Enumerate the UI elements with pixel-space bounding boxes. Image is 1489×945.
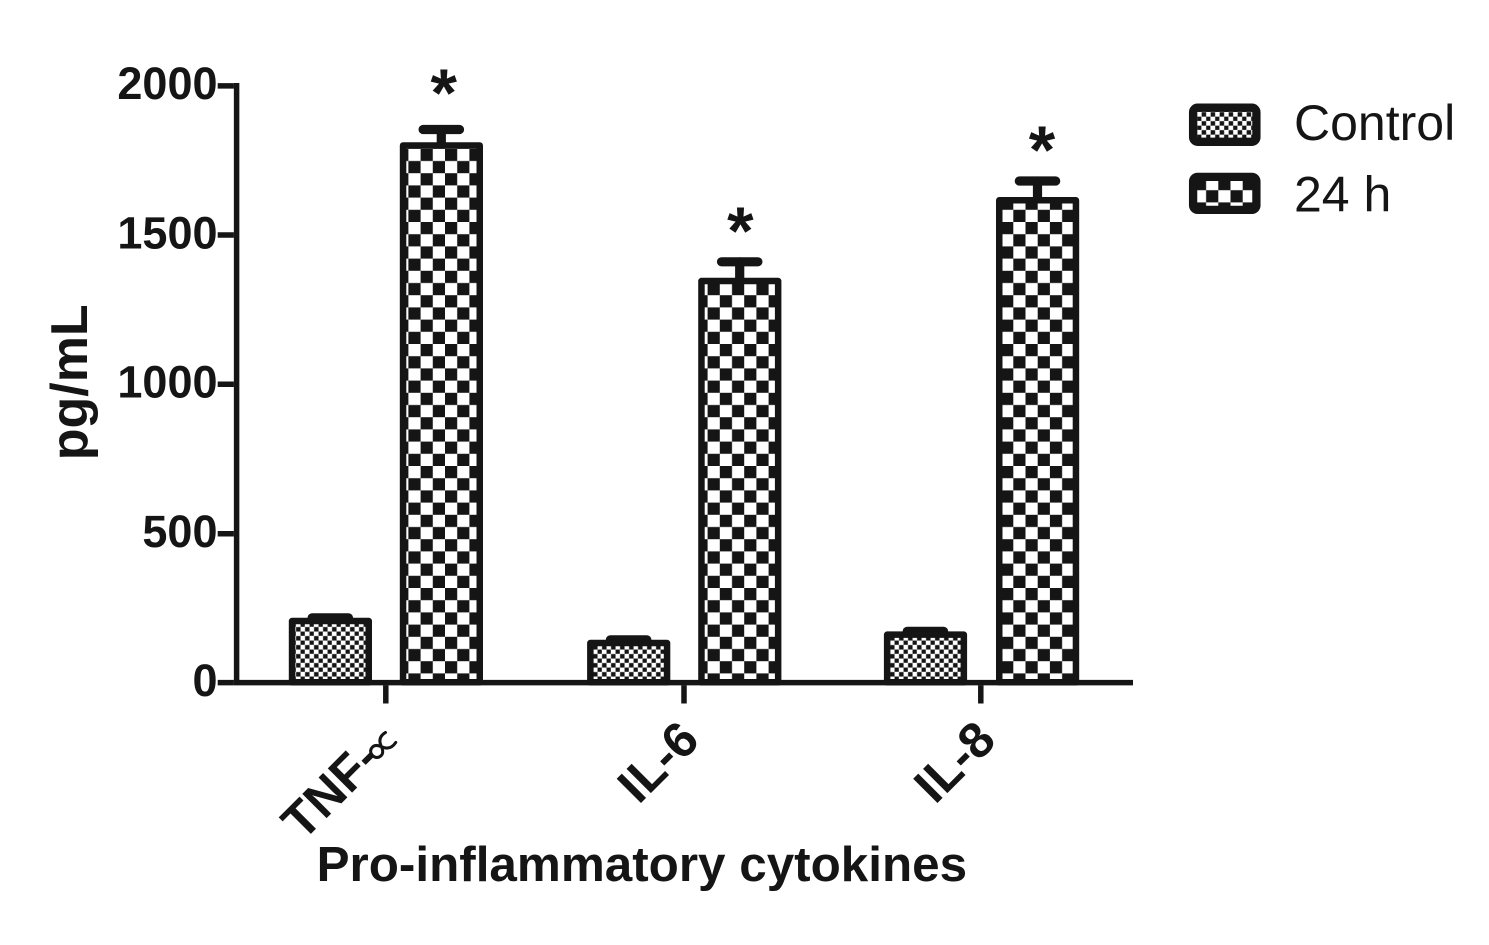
svg-text:*: * bbox=[727, 193, 754, 269]
svg-text:pg/mL: pg/mL bbox=[41, 304, 99, 460]
svg-text:1500: 1500 bbox=[117, 207, 217, 258]
svg-text:Control: Control bbox=[1294, 95, 1455, 151]
svg-text:*: * bbox=[430, 55, 457, 131]
svg-text:Pro-inflammatory cytokines: Pro-inflammatory cytokines bbox=[317, 837, 968, 892]
svg-text:*: * bbox=[1029, 112, 1056, 188]
svg-text:500: 500 bbox=[142, 506, 217, 557]
svg-text:0: 0 bbox=[192, 655, 217, 706]
svg-text:2000: 2000 bbox=[117, 58, 217, 109]
svg-text:1000: 1000 bbox=[117, 357, 217, 408]
svg-text:24 h: 24 h bbox=[1294, 166, 1391, 222]
